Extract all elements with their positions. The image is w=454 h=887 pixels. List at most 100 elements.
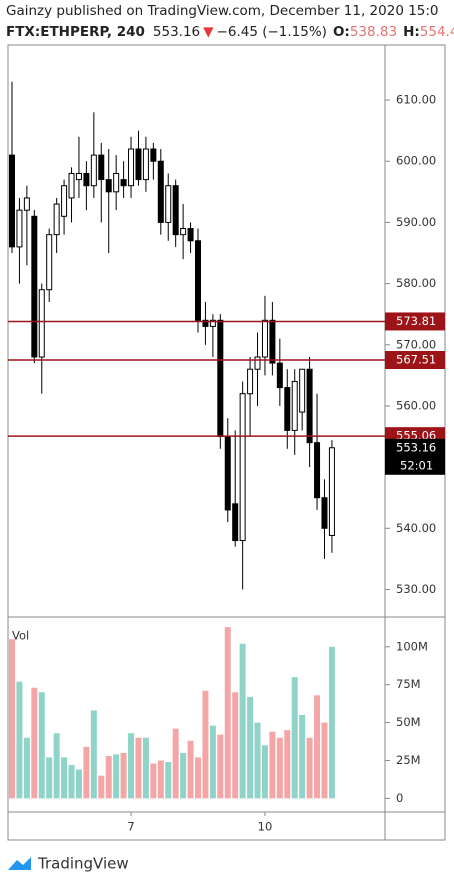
volume-bar bbox=[9, 639, 15, 799]
candle-body bbox=[75, 172, 82, 181]
candle-body bbox=[209, 319, 216, 327]
candle-body bbox=[187, 228, 194, 242]
logo bbox=[8, 857, 31, 870]
volume-bar bbox=[261, 745, 268, 799]
volume-bar bbox=[53, 733, 60, 799]
volume-bar bbox=[128, 733, 135, 799]
last-price-label: 553.16 bbox=[396, 440, 436, 454]
volume-bar bbox=[61, 757, 68, 799]
volume-bar bbox=[31, 687, 38, 799]
candle-body bbox=[328, 447, 335, 536]
y-tick-label: 560.00 bbox=[396, 398, 436, 412]
candle-body bbox=[299, 368, 306, 413]
y-tick-label: 570.00 bbox=[396, 337, 436, 351]
last-price-bg bbox=[385, 438, 445, 475]
volume-bar bbox=[284, 730, 291, 799]
candle-body bbox=[239, 393, 246, 542]
header-line: Gainzy published on TradingView.com, Dec… bbox=[6, 3, 439, 19]
candle-body bbox=[157, 160, 164, 223]
candle-body bbox=[128, 148, 135, 187]
level-label-bg bbox=[385, 350, 445, 369]
candle-body bbox=[224, 436, 231, 511]
volume-bar bbox=[314, 695, 321, 799]
candle-body bbox=[232, 503, 239, 542]
candle-body bbox=[247, 368, 254, 395]
volume-bar bbox=[239, 643, 246, 799]
candle-body bbox=[306, 368, 313, 444]
candle-body bbox=[68, 172, 75, 199]
volume-bar bbox=[299, 715, 306, 799]
header-quote: FTX:ETHPERP, 240 553.16 ▼ −6.45 (−1.15%) O:5… bbox=[6, 24, 454, 40]
candle-body bbox=[254, 356, 261, 370]
candle-body bbox=[46, 234, 53, 291]
level-label: 573.81 bbox=[396, 314, 436, 328]
volume-bar bbox=[75, 769, 82, 799]
y-tick-label: 540.00 bbox=[396, 521, 436, 535]
candle-body bbox=[276, 362, 283, 389]
arrow: ▼ bbox=[203, 24, 214, 40]
candle-body bbox=[269, 319, 276, 364]
y-tick-label: 600.00 bbox=[396, 154, 436, 168]
volume-tick-label: 0 bbox=[396, 791, 403, 805]
candle-body bbox=[31, 215, 38, 358]
candle-body bbox=[142, 148, 149, 181]
volume-bar bbox=[180, 752, 187, 799]
candle-body bbox=[9, 154, 15, 248]
volume-bar bbox=[291, 677, 298, 799]
volume-bar bbox=[209, 725, 216, 799]
volume-bar bbox=[157, 760, 164, 799]
volume-tick-label: 75M bbox=[396, 677, 421, 691]
volume-bar bbox=[142, 737, 149, 799]
candle-body bbox=[195, 240, 201, 321]
candle-body bbox=[180, 228, 187, 236]
candle-body bbox=[217, 319, 224, 438]
candle-body bbox=[23, 197, 30, 211]
volume-bar bbox=[83, 746, 90, 799]
open-value: 538.83 bbox=[350, 24, 397, 40]
candle-body bbox=[172, 185, 179, 236]
volume-bar bbox=[321, 722, 328, 799]
x-tick-label: 10 bbox=[258, 820, 273, 834]
volume-bar bbox=[254, 722, 261, 799]
volume-bar bbox=[23, 737, 30, 799]
candle-body bbox=[321, 497, 328, 529]
high-label: H: bbox=[403, 24, 420, 40]
volume-bar bbox=[269, 731, 276, 799]
volume-bar bbox=[105, 755, 112, 799]
volume-tick-label: 100M bbox=[396, 639, 428, 653]
candle-body bbox=[90, 154, 97, 187]
volume-bar bbox=[247, 696, 254, 799]
volume-bar bbox=[16, 681, 23, 799]
candle-body bbox=[113, 172, 120, 193]
volume-bar bbox=[187, 740, 194, 799]
volume-bar bbox=[120, 752, 127, 799]
volume-bar bbox=[165, 761, 172, 799]
level-label-bg bbox=[385, 312, 445, 331]
y-tick-label: 590.00 bbox=[396, 215, 436, 229]
candle-body bbox=[135, 148, 142, 181]
candle-body bbox=[53, 203, 60, 236]
volume-bar bbox=[276, 737, 283, 799]
volume-tick-label: 25M bbox=[396, 753, 421, 767]
volume-bar bbox=[172, 728, 179, 799]
volume-tick-label: 50M bbox=[396, 715, 421, 729]
volume-bar bbox=[98, 775, 105, 799]
candle-body bbox=[120, 179, 127, 187]
candle-body bbox=[165, 185, 172, 223]
volume-bar bbox=[135, 737, 142, 799]
level-label: 567.51 bbox=[396, 352, 436, 366]
volume-bar bbox=[195, 757, 201, 799]
volume-bar bbox=[46, 757, 53, 799]
high-value: 554.4 bbox=[420, 24, 454, 40]
candle-body bbox=[105, 179, 112, 193]
volume-bar bbox=[113, 754, 120, 799]
x-tick-label: 7 bbox=[127, 820, 134, 834]
candle-body bbox=[314, 442, 321, 499]
candle-body bbox=[61, 185, 68, 217]
candle-body bbox=[261, 319, 268, 358]
volume-bar bbox=[202, 690, 209, 799]
volume-bar bbox=[90, 710, 97, 799]
countdown: 52:01 bbox=[400, 458, 433, 472]
